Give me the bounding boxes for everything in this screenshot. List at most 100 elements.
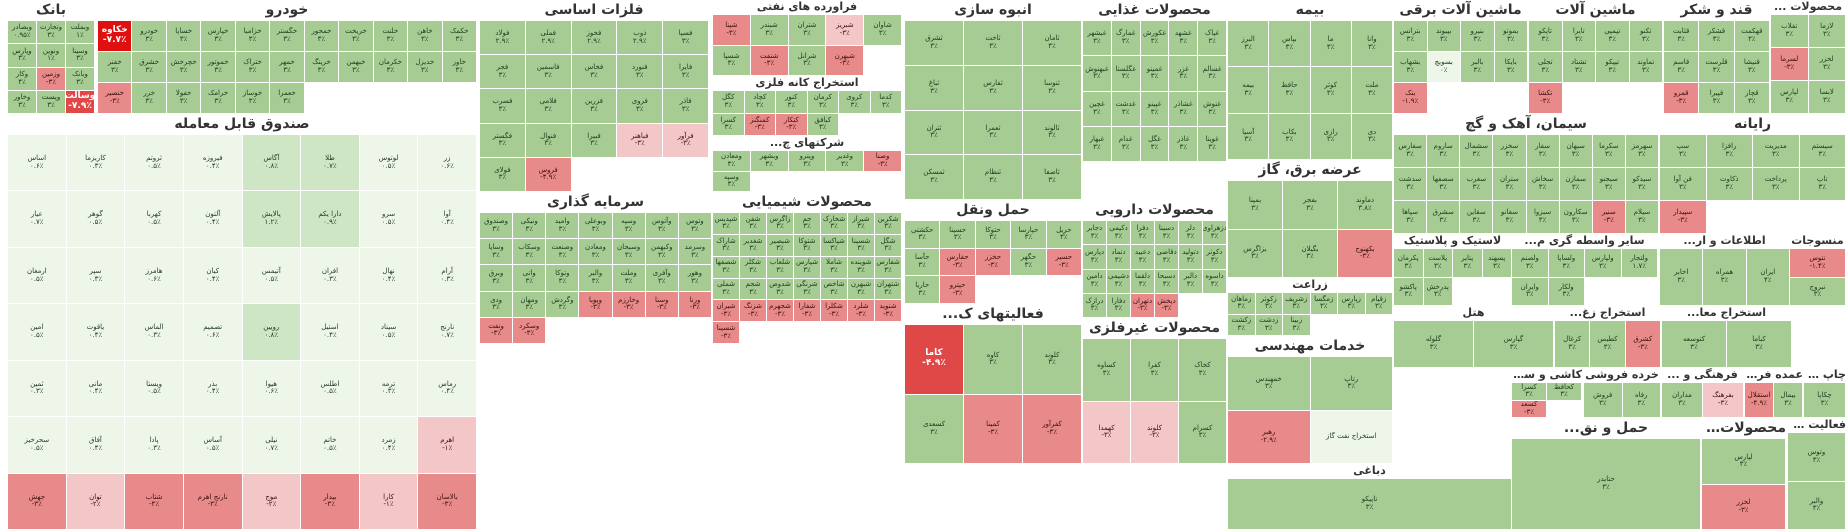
stock-tile[interactable]: فنوال ۳٪	[525, 123, 571, 157]
stock-tile[interactable]: غسالم ۳٪	[1198, 56, 1226, 91]
stock-tile[interactable]: تاپیکو ۳٪	[1228, 479, 1511, 529]
stock-tile[interactable]: کلوند ۳٪	[1023, 325, 1081, 394]
stock-tile[interactable]: پلاست ۳٪	[1423, 249, 1452, 277]
stock-tile[interactable]: تشتاد ۳٪	[1562, 52, 1595, 82]
stock-tile[interactable]: ذوب ۲.۹٪	[617, 21, 663, 55]
stock-tile[interactable]: زدشت ۳٪	[1255, 314, 1282, 335]
stock-tile[interactable]: بیدار -۳٪	[301, 473, 359, 529]
stock-tile[interactable]: وسبحان ۳٪	[612, 239, 645, 265]
stock-tile[interactable]: ودی ۳٪	[480, 291, 513, 317]
stock-tile[interactable]: هامرز ۰.۶٪	[125, 247, 183, 304]
stock-tile[interactable]: جم ۳٪	[794, 213, 820, 234]
stock-tile[interactable]: تجلی ۳٪	[1529, 52, 1562, 82]
stock-tile[interactable]: کاما -۴.۹٪	[905, 325, 963, 394]
stock-tile[interactable]: امین ۰.۵٪	[8, 304, 66, 360]
stock-tile[interactable]: حتایدر ۳٪	[1512, 439, 1700, 529]
stock-tile[interactable]: وپارس ۳٪	[8, 44, 36, 67]
stock-tile[interactable]: کباما ۳٪	[1727, 321, 1791, 367]
stock-tile[interactable]: شیراز ۳٪	[848, 213, 874, 234]
stock-tile[interactable]: دی ۳٪	[1351, 113, 1392, 159]
stock-tile[interactable]: وزمین -۳٪	[37, 67, 65, 90]
stock-tile[interactable]: حریل ۳٪	[1046, 221, 1081, 248]
stock-tile[interactable]: بگیلان ۳٪	[1283, 229, 1337, 277]
stock-tile[interactable]: وملت ۳٪	[612, 265, 645, 291]
stock-tile[interactable]: خوساز ۳٪	[235, 83, 270, 113]
stock-tile[interactable]: غبهار ۳٪	[1083, 126, 1111, 161]
stock-tile[interactable]: فولاد ۲.۹٪	[480, 21, 525, 55]
stock-tile[interactable]: ولتجار ۱.۷٪	[1621, 249, 1657, 277]
stock-tile[interactable]: فگستر ۳٪	[480, 123, 525, 157]
stock-tile[interactable]: شفارا -۳٪	[794, 300, 820, 322]
stock-tile[interactable]: ثاصفا ۳٪	[1023, 155, 1081, 199]
stock-tile[interactable]: شکلرا -۳٪	[821, 300, 847, 322]
stock-tile[interactable]: کیان ۰.۴٪	[183, 247, 242, 304]
stock-tile[interactable]: شگل ۳٪	[875, 234, 901, 256]
stock-tile[interactable]: وانا ۳٪	[1351, 21, 1392, 67]
stock-tile[interactable]: شلعاب ۳٪	[767, 256, 793, 278]
stock-tile[interactable]: بشهاب ۳٪	[1394, 52, 1427, 82]
stock-tile[interactable]: بسویچ ۰٪	[1427, 52, 1460, 82]
stock-tile[interactable]: غکورش ۳٪	[1140, 21, 1169, 56]
stock-tile[interactable]: خمحور ۳٪	[304, 21, 339, 51]
stock-tile[interactable]: وبرق ۳٪	[480, 265, 513, 291]
stock-tile[interactable]: مانی ۰.۴٪	[66, 360, 125, 417]
stock-tile[interactable]: وسینا ۳٪	[66, 44, 94, 67]
stock-tile[interactable]: فخوز ۲.۹٪	[571, 21, 617, 55]
stock-tile[interactable]: آلتون ۰.۴٪	[183, 191, 242, 247]
stock-tile[interactable]: لپارس ۳٪	[1771, 81, 1808, 113]
stock-tile[interactable]: خرینگ ۳٪	[304, 52, 339, 82]
stock-tile[interactable]: سهرمز ۳٪	[1625, 135, 1658, 167]
stock-tile[interactable]: ونیکی ۳٪	[513, 213, 546, 239]
stock-tile[interactable]: لپارس ۳٪	[1702, 439, 1785, 484]
stock-tile[interactable]: خچرخش ۳٪	[166, 52, 201, 82]
stock-tile[interactable]: دکوثر ۳٪	[1203, 245, 1226, 269]
stock-tile[interactable]: کاوه ۳٪	[964, 325, 1022, 394]
stock-tile[interactable]: دپخش -۳٪	[1155, 293, 1178, 317]
stock-tile[interactable]: کمینا -۳٪	[964, 394, 1022, 463]
stock-tile[interactable]: فیروزه ۰.۴٪	[183, 135, 242, 191]
stock-tile[interactable]: دارا یکم ۰.۹٪	[301, 191, 359, 247]
stock-tile[interactable]: وسکاب ۳٪	[513, 239, 546, 265]
stock-tile[interactable]: وآفری ۳٪	[645, 265, 678, 291]
stock-tile[interactable]: کچاد ۳٪	[744, 91, 775, 113]
stock-tile[interactable]: خکاوه -۷.۷٪	[98, 21, 132, 51]
stock-tile[interactable]: سحرخیز ۰.۵٪	[8, 417, 66, 473]
stock-tile[interactable]: لابسا ۳٪	[1808, 81, 1845, 113]
stock-tile[interactable]: فروی ۳٪	[617, 89, 663, 123]
stock-tile[interactable]: قلرست ۳٪	[1699, 52, 1734, 82]
stock-tile[interactable]: لوتوس ۰.۵٪	[359, 135, 418, 191]
stock-tile[interactable]: سفارس ۳٪	[1394, 135, 1427, 167]
stock-tile[interactable]: البرز ۳٪	[1228, 21, 1269, 67]
stock-tile[interactable]: حافظ ۳٪	[1269, 67, 1310, 113]
stock-tile[interactable]: کطبس ۳٪	[1590, 321, 1625, 367]
stock-tile[interactable]: شتران ۳٪	[788, 15, 826, 45]
stock-tile[interactable]: ثعمرا ۳٪	[964, 110, 1022, 155]
stock-tile[interactable]: ثامان ۳٪	[1023, 21, 1081, 65]
stock-tile[interactable]: شکربن ۳٪	[875, 213, 901, 234]
stock-tile[interactable]: واتی ۳٪	[513, 265, 546, 291]
stock-tile[interactable]: شفارس ۳٪	[875, 256, 901, 278]
stock-tile[interactable]: کساوه ۳٪	[1083, 339, 1130, 401]
stock-tile[interactable]: غزر ۳٪	[1169, 56, 1198, 91]
stock-tile[interactable]: پالایش ۱.۲٪	[242, 191, 301, 247]
stock-tile[interactable]: زکوثر ۳٪	[1255, 293, 1282, 314]
stock-tile[interactable]: وپست ۳٪	[37, 90, 65, 113]
stock-tile[interactable]: والبر ۳٪	[1788, 481, 1845, 529]
stock-tile[interactable]: شسپا ۳٪	[713, 45, 750, 75]
stock-tile[interactable]: فسرب ۳٪	[480, 89, 525, 123]
stock-tile[interactable]: فبیرا ۳٪	[571, 123, 617, 157]
stock-tile[interactable]: حتوکا ۳٪	[975, 221, 1011, 248]
stock-tile[interactable]: کفرآور -۳٪	[1023, 394, 1081, 463]
stock-tile[interactable]: طلا ۰.۷٪	[301, 135, 359, 191]
stock-tile[interactable]: کاریزما ۰.۳٪	[66, 135, 125, 191]
stock-tile[interactable]: خاهن ۳٪	[408, 21, 442, 51]
stock-tile[interactable]: فایرا ۳٪	[663, 55, 708, 89]
stock-tile[interactable]: بیمال ۳٪	[1774, 383, 1802, 417]
stock-tile[interactable]: شجهرم -۳٪	[767, 300, 793, 322]
stock-tile[interactable]: شرنگی ۳٪	[794, 278, 820, 300]
stock-tile[interactable]: خگستر ۳٪	[270, 21, 304, 51]
stock-tile[interactable]: ثتران ۳٪	[905, 110, 963, 155]
stock-tile[interactable]: سکرما ۳٪	[1592, 135, 1625, 167]
stock-tile[interactable]: ثفارس ۳٪	[964, 65, 1022, 110]
stock-tile[interactable]: سنیر -۳٪	[1592, 201, 1625, 233]
